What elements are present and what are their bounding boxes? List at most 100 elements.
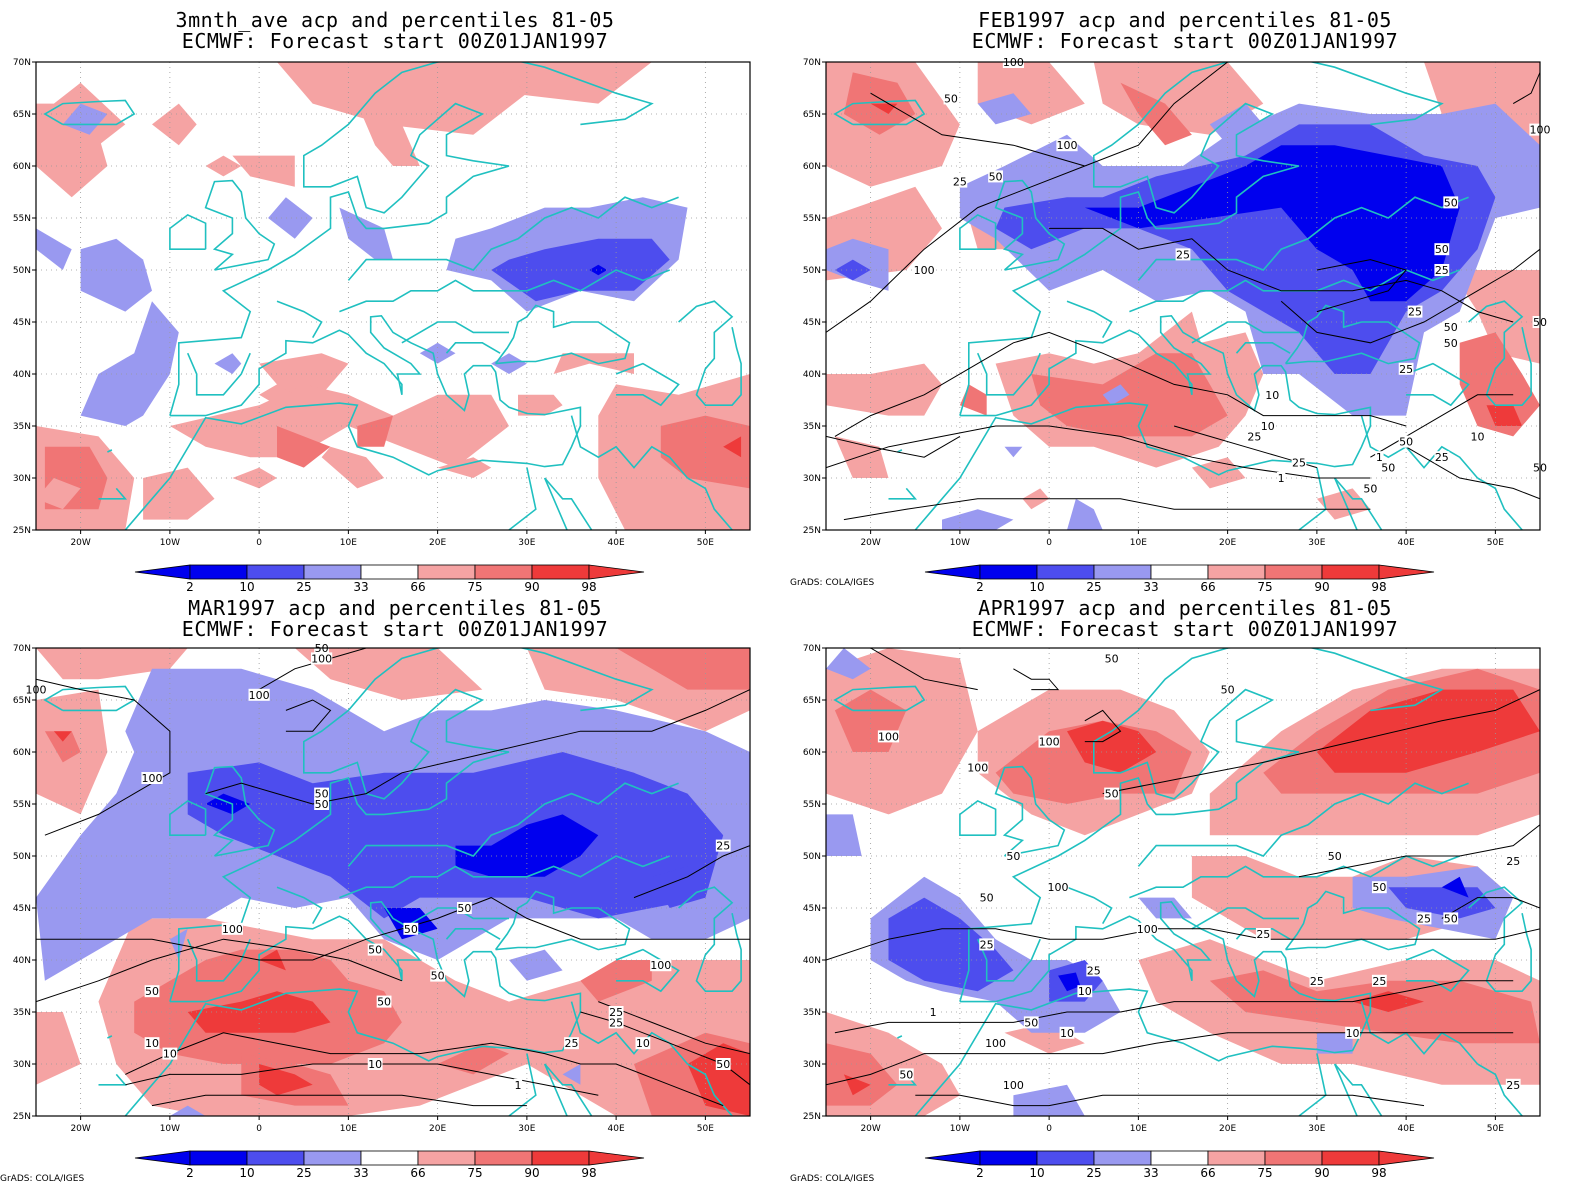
colorbar-segment <box>417 1150 476 1166</box>
panel-title-line2: ECMWF: Forecast start 00Z01JAN1997 <box>181 617 609 641</box>
colorbar-label: 98 <box>1371 580 1386 594</box>
coastline <box>347 782 679 867</box>
colorbar-segment <box>246 1150 305 1166</box>
dry-anomaly-area <box>589 264 608 276</box>
contour-label: 50 <box>1006 850 1020 863</box>
coastline <box>959 62 1444 416</box>
coastline <box>1191 907 1299 930</box>
map-plot: 70N 65N 60N 55N 50N 45N 40N 35N 30N 25N 20W 10W 0 10E… <box>13 58 751 594</box>
lon-label: 0 <box>256 538 262 548</box>
grads-credit: GrADS: COLA/IGES <box>790 1174 875 1184</box>
wet-anomaly-area <box>143 467 215 520</box>
wet-anomaly-area <box>553 353 634 374</box>
contour-label-bg <box>913 264 935 276</box>
contour-line <box>151 1094 527 1107</box>
colorbar-label: 98 <box>581 1166 596 1180</box>
lat-label: 50N <box>13 266 31 276</box>
contour-label-bg <box>1291 456 1307 469</box>
contour-label-bg <box>1264 388 1280 401</box>
lon-label: 10E <box>1130 1124 1147 1134</box>
dry-anomaly-area <box>1102 384 1130 406</box>
colorbar-end-arrow <box>1378 1150 1435 1166</box>
colorbar-segment <box>531 564 590 580</box>
contour-label: 1 <box>1376 451 1383 464</box>
coastline <box>169 648 654 1002</box>
lat-label: 45N <box>803 318 821 328</box>
lon-label: 40E <box>1398 538 1415 548</box>
contour-line <box>826 435 961 458</box>
dry-anomaly-area <box>339 207 393 260</box>
colorbar-label: 98 <box>1371 1166 1386 1180</box>
lon-label: 20E <box>429 538 446 548</box>
contour-label-bg <box>1363 482 1378 495</box>
colorbar-end-arrow <box>1378 564 1435 580</box>
grid <box>36 648 750 1116</box>
coastline <box>107 449 113 453</box>
panel-apr1997: APR1997 acp and percentiles 81-05 ECMWF:… <box>790 598 1580 1188</box>
contour-label-bg <box>248 688 270 701</box>
lon-label: 20W <box>70 538 90 548</box>
lon-label: 10W <box>950 1124 970 1134</box>
wet-anomaly-area <box>1093 62 1264 135</box>
contour-label-bg <box>1006 850 1021 862</box>
contour-label: 1 <box>1278 472 1285 485</box>
coastline <box>615 948 680 993</box>
dry-anomaly-area <box>80 301 179 426</box>
wet-anomaly-area <box>826 363 942 416</box>
coastline <box>959 799 997 836</box>
contour-label: 50 <box>1399 436 1413 449</box>
grads-credit: GrADS: COLA/IGES <box>790 578 875 588</box>
map-frame <box>825 647 1541 1117</box>
contour-label: 50 <box>315 788 329 801</box>
colorbar-label: 66 <box>410 1166 425 1180</box>
panel-mar1997: MAR1997 acp and percentiles 81-05 ECMWF:… <box>0 598 790 1188</box>
wet-anomaly-area <box>53 731 72 742</box>
contour-label-bg <box>943 92 959 105</box>
wet-anomaly-area <box>277 426 331 468</box>
coastline <box>1284 304 1421 365</box>
contour-line <box>1405 446 1540 500</box>
contour-label-bg <box>314 787 329 800</box>
colorbar-segment <box>360 1150 419 1166</box>
colorbar-segment <box>1150 1150 1209 1166</box>
coastline <box>994 179 1066 271</box>
lon-label: 40E <box>608 1124 625 1134</box>
dry-anomaly-area <box>1004 446 1023 458</box>
contour-label: 25 <box>609 1006 623 1019</box>
dry-anomaly-area <box>826 648 871 680</box>
contour-label: 100 <box>1137 923 1158 936</box>
contour-label-bg <box>1056 139 1078 152</box>
contour-label-bg <box>144 985 160 998</box>
contour-label-bg <box>967 761 989 774</box>
dry-anomaly-area <box>1441 876 1469 898</box>
lon-label: 40E <box>608 538 625 548</box>
contour-label-bg <box>877 730 900 743</box>
panel-title-line2: ECMWF: Forecast start 00Z01JAN1997 <box>181 29 609 53</box>
dry-anomaly-area <box>491 238 670 302</box>
coastline <box>976 938 1041 982</box>
lat-label: 35N <box>803 422 821 432</box>
contour-label-bg <box>367 943 383 956</box>
contour-label: 10 <box>368 1058 382 1071</box>
coastline <box>976 352 1041 396</box>
contour-label-bg <box>564 1037 579 1050</box>
lat-label: 25N <box>13 1112 31 1122</box>
wet-anomaly-area <box>259 384 295 406</box>
colorbar-segment <box>1150 564 1209 580</box>
contour-label-bg <box>162 1047 178 1060</box>
lon-label: 30E <box>1308 538 1325 548</box>
contour-label-bg <box>314 798 329 810</box>
contour-label: 50 <box>944 92 958 105</box>
lat-label: 45N <box>13 904 31 914</box>
contour-label: 50 <box>1328 850 1342 863</box>
dry-anomaly-area <box>268 197 313 239</box>
contour-label-bg <box>1276 472 1286 484</box>
colorbar-segment <box>1093 564 1152 580</box>
contour-label: 100 <box>1003 1079 1024 1092</box>
lat-label: 65N <box>13 696 31 706</box>
colorbar-label: 75 <box>1257 1166 1272 1180</box>
contour-line <box>834 980 1514 1034</box>
contour-label: 1 <box>514 1079 521 1092</box>
colorbar-segment <box>189 1150 248 1166</box>
contour-label: 100 <box>985 1037 1006 1050</box>
